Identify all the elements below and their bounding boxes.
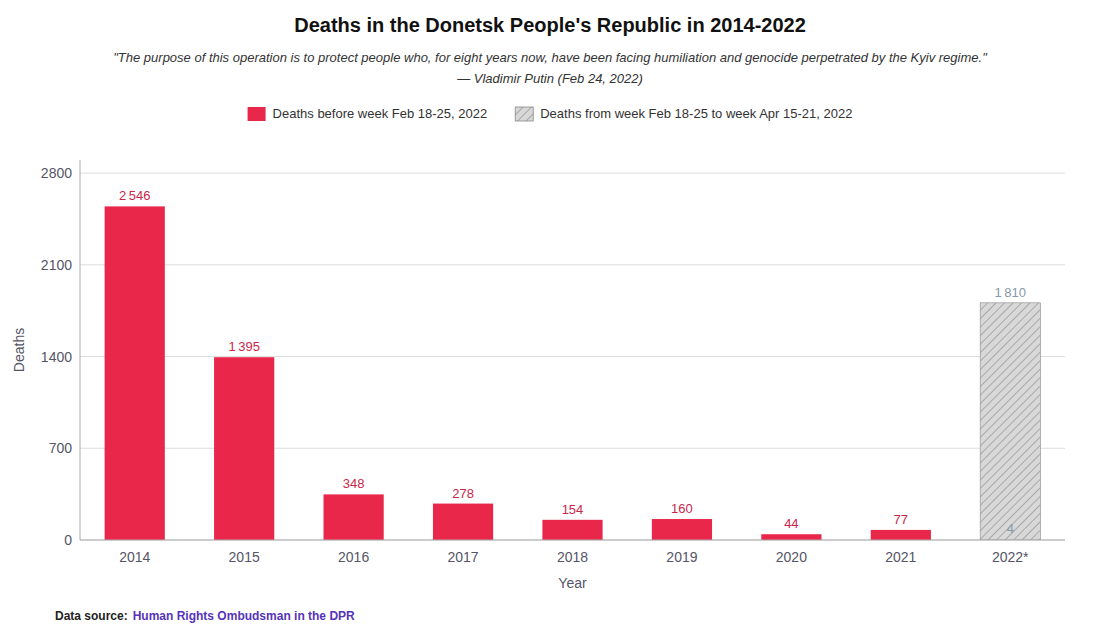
data-label: 160 xyxy=(671,501,693,516)
bar xyxy=(871,530,931,540)
data-label: 278 xyxy=(452,486,474,501)
bar xyxy=(980,303,1040,540)
data-label: 44 xyxy=(784,516,798,531)
data-label: 348 xyxy=(343,476,365,491)
data-label: 2 546 xyxy=(119,188,151,203)
grid-line xyxy=(80,173,1065,174)
x-tick-label: 2021 xyxy=(885,549,916,565)
bar xyxy=(652,519,712,540)
legend-label: Deaths from week Feb 18-25 to week Apr 1… xyxy=(540,106,852,121)
bar xyxy=(542,520,602,540)
grid-line xyxy=(80,264,1065,265)
x-axis-line xyxy=(80,540,1065,541)
source-label: Data source: xyxy=(55,609,128,623)
bar xyxy=(433,504,493,540)
y-axis-line xyxy=(80,160,81,540)
bar xyxy=(324,494,384,540)
bars xyxy=(105,206,1041,540)
subtitle: "The purpose of this operation is to pro… xyxy=(113,50,988,65)
legend-swatch xyxy=(248,107,266,121)
x-tick-label: 2015 xyxy=(229,549,260,565)
bar xyxy=(105,206,165,540)
bar xyxy=(761,534,821,540)
bar xyxy=(214,357,274,540)
x-tick-label: 2022* xyxy=(992,549,1029,565)
y-tick-label: 1400 xyxy=(41,349,72,365)
data-label: 1 395 xyxy=(228,339,260,354)
y-tick-label: 2800 xyxy=(41,165,72,181)
y-tick-label: 2100 xyxy=(41,257,72,273)
legend: Deaths before week Feb 18-25, 2022 Deaths… xyxy=(248,106,853,121)
source-link: Human Rights Ombudsman in the DPR xyxy=(133,609,355,623)
subtitle: — Vladimir Putin (Feb 24, 2022) xyxy=(456,71,643,86)
y-tick-label: 0 xyxy=(64,532,72,548)
chart: Deaths in the Donetsk People's Republic … xyxy=(0,0,1100,633)
grid-line xyxy=(80,540,1065,541)
legend-swatch xyxy=(515,107,533,121)
legend-item: Deaths from week Feb 18-25 to week Apr 1… xyxy=(515,106,852,121)
grid xyxy=(80,173,1065,540)
data-label: 4 xyxy=(1007,521,1014,536)
series xyxy=(980,303,1040,540)
series xyxy=(105,206,1041,540)
title: Deaths in the Donetsk People's Republic … xyxy=(294,14,806,36)
y-axis-label: Deaths xyxy=(11,328,27,372)
data-label: 1 810 xyxy=(995,285,1027,300)
x-tick-label: 2020 xyxy=(776,549,807,565)
x-axis-label: Year xyxy=(558,575,587,591)
x-tick-label: 2016 xyxy=(338,549,369,565)
grid-line xyxy=(80,356,1065,357)
legend-label: Deaths before week Feb 18-25, 2022 xyxy=(273,106,488,121)
legend-item: Deaths before week Feb 18-25, 2022 xyxy=(248,106,488,121)
x-tick-label: 2017 xyxy=(447,549,478,565)
x-tick-label: 2018 xyxy=(557,549,588,565)
y-tick-label: 700 xyxy=(49,440,73,456)
data-label: 77 xyxy=(894,512,908,527)
data-label: 154 xyxy=(562,502,584,517)
x-tick-label: 2019 xyxy=(666,549,697,565)
x-tick-label: 2014 xyxy=(119,549,150,565)
